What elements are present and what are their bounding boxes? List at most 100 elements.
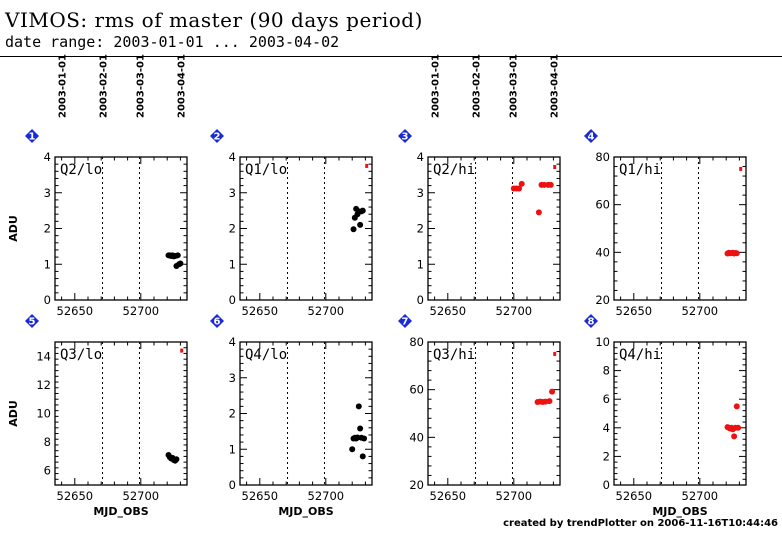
panel-label: Q2/hi bbox=[433, 162, 475, 178]
plot-frame bbox=[613, 156, 747, 301]
panel-label: Q2/lo bbox=[60, 162, 102, 178]
y-tick-label: 2 bbox=[603, 449, 610, 463]
panel-badge-icon bbox=[25, 129, 39, 143]
y-tick-label: 0 bbox=[229, 293, 236, 307]
panel-badge-icon bbox=[25, 314, 39, 328]
plot-frame bbox=[54, 341, 188, 486]
date-tick-label: 2003-04-01 bbox=[549, 54, 560, 118]
latest-marker bbox=[365, 163, 369, 168]
x-tick-label: 52700 bbox=[123, 304, 160, 318]
x-tick-label: 52700 bbox=[496, 489, 533, 503]
x-axis-title: MJD_OBS bbox=[278, 505, 333, 518]
panel-6: 52650 52700 0 1 2 3 4 MJD_OBS Q4/lo 6 bbox=[210, 314, 373, 518]
latest-marker bbox=[553, 351, 557, 356]
x-axis-title: MJD_OBS bbox=[93, 505, 148, 518]
panel-badge-number: 4 bbox=[588, 132, 595, 143]
panel-badge-number: 5 bbox=[29, 317, 36, 328]
panel-badge-icon bbox=[210, 314, 224, 328]
plot-frame bbox=[427, 341, 561, 486]
panel-label: Q3/lo bbox=[60, 347, 102, 363]
y-tick-label: 0 bbox=[603, 478, 610, 492]
data-point bbox=[173, 456, 180, 463]
data-point bbox=[357, 425, 364, 432]
data-point bbox=[350, 226, 357, 233]
data-point bbox=[535, 209, 542, 216]
y-tick-label: 40 bbox=[409, 430, 424, 444]
data-point bbox=[361, 435, 368, 442]
panel-2: 52650 52700 0 1 2 3 4 Q1/lo 2 bbox=[210, 129, 373, 318]
y-tick-label: 1 bbox=[44, 257, 51, 271]
x-tick-label: 52700 bbox=[682, 489, 719, 503]
data-point bbox=[735, 424, 742, 431]
y-tick-label: 4 bbox=[44, 150, 51, 164]
plot-frame bbox=[613, 341, 747, 486]
y-tick-label: 2 bbox=[44, 222, 51, 236]
y-tick-label: 6 bbox=[603, 392, 610, 406]
y-tick-label: 20 bbox=[595, 293, 610, 307]
x-tick-label: 52650 bbox=[242, 489, 279, 503]
panel-label: Q4/hi bbox=[619, 347, 661, 363]
plot-frame bbox=[54, 156, 188, 301]
y-tick-label: 2 bbox=[229, 407, 236, 421]
y-tick-label: 80 bbox=[595, 150, 610, 164]
y-tick-label: 3 bbox=[417, 186, 424, 200]
x-tick-label: 52650 bbox=[430, 304, 467, 318]
x-tick-label: 52700 bbox=[308, 304, 345, 318]
date-tick-label: 2003-01-01 bbox=[431, 54, 442, 118]
y-tick-label: 80 bbox=[409, 335, 424, 349]
y-tick-label: 60 bbox=[409, 383, 424, 397]
date-tick-label: 2003-04-01 bbox=[176, 54, 187, 118]
y-axis-title: ADU bbox=[7, 215, 20, 242]
panel-badge-icon bbox=[398, 314, 412, 328]
y-tick-label: 60 bbox=[595, 198, 610, 212]
panel-1: 52650 52700 0 1 2 3 4 ADU Q2/lo 1 2003-01-01 2003-0… bbox=[7, 54, 188, 318]
panel-badge-number: 2 bbox=[214, 132, 221, 143]
x-tick-label: 52650 bbox=[57, 489, 94, 503]
plot-frame bbox=[239, 341, 373, 486]
y-tick-label: 4 bbox=[229, 150, 236, 164]
y-tick-label: 2 bbox=[417, 222, 424, 236]
data-point bbox=[349, 446, 356, 453]
y-tick-label: 4 bbox=[603, 421, 610, 435]
y-tick-label: 14 bbox=[36, 349, 51, 363]
data-point bbox=[733, 403, 740, 410]
y-tick-label: 4 bbox=[229, 335, 236, 349]
y-tick-label: 0 bbox=[229, 478, 236, 492]
plot-frame bbox=[427, 156, 561, 301]
data-point bbox=[516, 185, 523, 192]
y-axis-title: ADU bbox=[7, 400, 20, 427]
panel-badge-number: 7 bbox=[402, 317, 409, 328]
y-tick-label: 6 bbox=[44, 464, 51, 478]
date-tick-label: 2003-02-01 bbox=[472, 54, 483, 118]
y-tick-label: 20 bbox=[409, 478, 424, 492]
panel-badge-icon bbox=[398, 129, 412, 143]
y-tick-label: 10 bbox=[36, 407, 51, 421]
data-point bbox=[359, 453, 366, 460]
panel-badge-number: 6 bbox=[214, 317, 221, 328]
panel-badge-number: 3 bbox=[402, 132, 409, 143]
data-point bbox=[547, 181, 554, 188]
y-tick-label: 3 bbox=[229, 371, 236, 385]
y-tick-label: 10 bbox=[595, 335, 610, 349]
data-point bbox=[518, 180, 525, 187]
y-tick-label: 0 bbox=[417, 293, 424, 307]
y-tick-label: 1 bbox=[229, 257, 236, 271]
x-tick-label: 52650 bbox=[616, 489, 653, 503]
data-point bbox=[355, 403, 362, 410]
y-tick-label: 0 bbox=[44, 293, 51, 307]
panel-badge-icon bbox=[584, 129, 598, 143]
panel-label: Q3/hi bbox=[433, 347, 475, 363]
data-point bbox=[733, 250, 740, 257]
date-tick-label: 2003-01-01 bbox=[58, 54, 69, 118]
panel-badge-number: 8 bbox=[588, 317, 595, 328]
x-tick-label: 52650 bbox=[430, 489, 467, 503]
panel-badge-number: 1 bbox=[29, 132, 36, 143]
panel-badge-icon bbox=[584, 314, 598, 328]
footer-credit: created by trendPlotter on 2006-11-16T10… bbox=[503, 518, 778, 529]
y-tick-label: 8 bbox=[603, 364, 610, 378]
x-tick-label: 52650 bbox=[57, 304, 94, 318]
date-tick-label: 2003-02-01 bbox=[99, 54, 110, 118]
data-point bbox=[174, 252, 181, 259]
y-tick-label: 40 bbox=[595, 245, 610, 259]
